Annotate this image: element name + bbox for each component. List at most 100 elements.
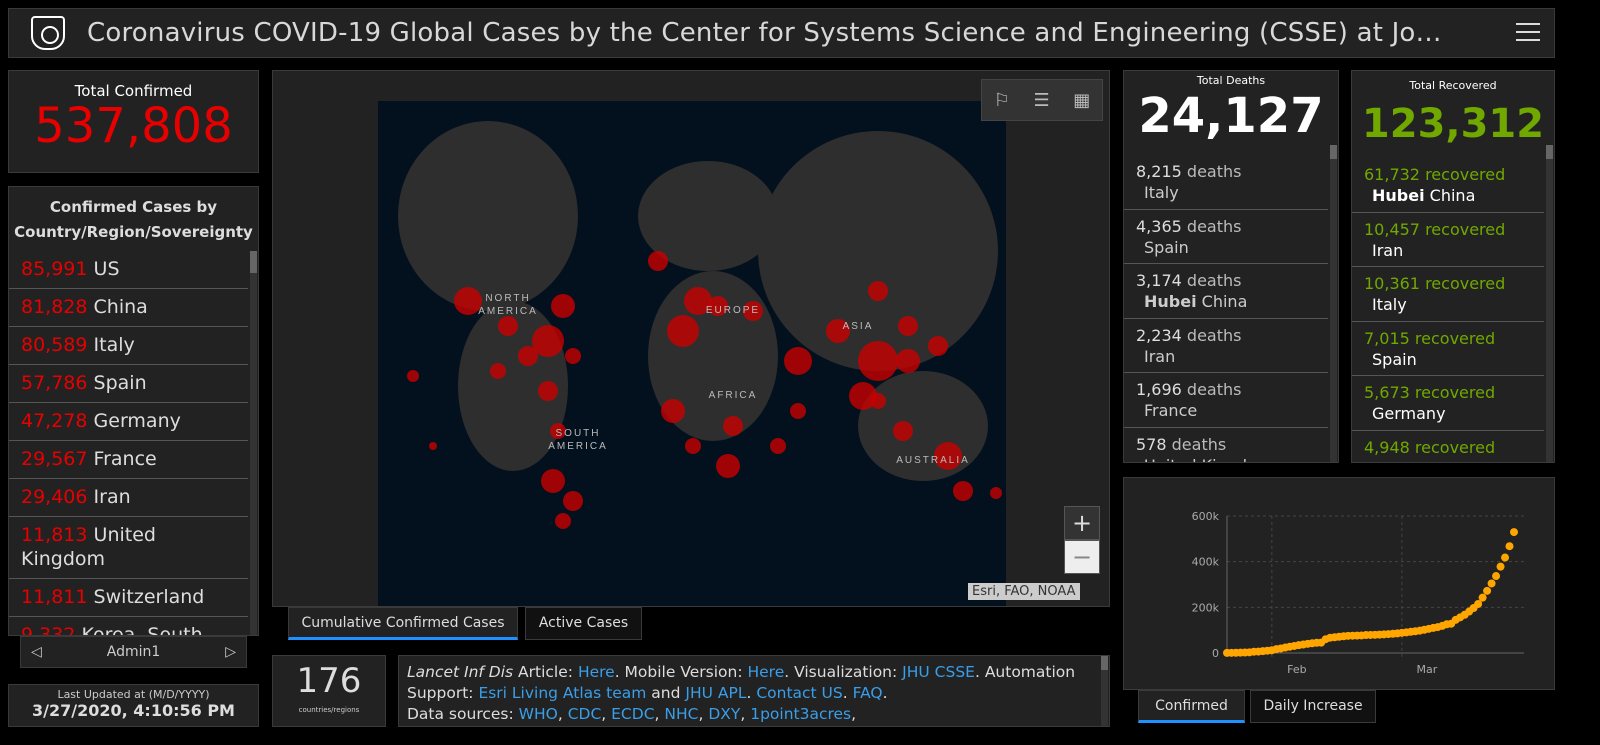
scrollbar[interactable] xyxy=(1546,145,1553,462)
country-row[interactable]: 9,332 Korea, South xyxy=(9,617,248,635)
data-point[interactable] xyxy=(1478,593,1487,602)
info-link[interactable]: CDC xyxy=(567,705,602,723)
case-bubble[interactable] xyxy=(667,315,699,347)
case-bubble[interactable] xyxy=(490,363,506,379)
case-bubble[interactable] xyxy=(723,416,743,436)
case-bubble[interactable] xyxy=(708,296,728,316)
country-row[interactable]: 81,828 China xyxy=(9,289,248,327)
scrollbar[interactable] xyxy=(250,251,257,635)
data-point[interactable] xyxy=(1483,586,1492,595)
case-bubble[interactable] xyxy=(532,325,564,357)
case-bubble[interactable] xyxy=(858,341,898,381)
case-bubble[interactable] xyxy=(407,370,419,382)
hamburger-icon[interactable] xyxy=(1516,21,1540,43)
case-bubble[interactable] xyxy=(454,287,482,315)
deaths-row[interactable]: 8,215 deaths Italy xyxy=(1124,155,1328,210)
recovered-row[interactable]: 61,732 recovered Hubei China xyxy=(1352,158,1544,213)
deaths-row[interactable]: 4,365 deaths Spain xyxy=(1124,210,1328,264)
info-link[interactable]: WHO xyxy=(518,705,558,723)
deaths-row[interactable]: 3,174 deaths Hubei China xyxy=(1124,264,1328,319)
info-link[interactable]: Esri Living Atlas team xyxy=(478,684,647,702)
legend-icon[interactable]: ☰ xyxy=(1033,89,1050,111)
case-bubble[interactable] xyxy=(551,294,575,318)
case-bubble[interactable] xyxy=(953,481,973,501)
case-bubble[interactable] xyxy=(893,421,913,441)
zoom-out-button[interactable]: − xyxy=(1064,540,1100,574)
case-bubble[interactable] xyxy=(716,454,740,478)
bookmark-icon[interactable]: ⚐ xyxy=(993,89,1010,111)
case-bubble[interactable] xyxy=(555,513,571,529)
country-row[interactable]: 29,406 Iran xyxy=(9,479,248,517)
case-bubble[interactable] xyxy=(685,438,701,454)
case-bubble[interactable] xyxy=(868,281,888,301)
data-point[interactable] xyxy=(1487,579,1496,588)
case-bubble[interactable] xyxy=(849,382,877,410)
case-bubble[interactable] xyxy=(770,438,786,454)
info-link[interactable]: 1point3acres xyxy=(750,705,852,723)
case-bubble[interactable] xyxy=(870,393,886,409)
scrollbar[interactable] xyxy=(1101,656,1108,726)
info-link[interactable]: Contact US xyxy=(756,684,843,702)
world-map[interactable]: NORTH AMERICA SOUTH AMERICA EUROPE AFRICA ASIA… xyxy=(378,101,1006,606)
recovered-row[interactable]: 7,015 recovered Spain xyxy=(1352,322,1544,376)
info-link[interactable]: FAQ xyxy=(852,684,883,702)
info-link[interactable]: ECDC xyxy=(611,705,655,723)
case-bubble[interactable] xyxy=(661,399,685,423)
case-bubble[interactable] xyxy=(541,469,565,493)
data-point[interactable] xyxy=(1510,528,1518,537)
case-bubble[interactable] xyxy=(563,491,583,511)
case-bubble[interactable] xyxy=(518,346,538,366)
info-link[interactable]: JHU APL xyxy=(685,684,747,702)
data-point[interactable] xyxy=(1492,572,1501,581)
country-row[interactable]: 57,786 Spain xyxy=(9,365,248,403)
data-point[interactable] xyxy=(1501,553,1510,562)
case-bubble[interactable] xyxy=(896,349,920,373)
case-bubble[interactable] xyxy=(990,487,1002,499)
tab-cumulative-confirmed[interactable]: Cumulative Confirmed Cases xyxy=(288,607,518,640)
prev-arrow-icon[interactable]: ◁ xyxy=(31,644,42,660)
next-arrow-icon[interactable]: ▷ xyxy=(225,644,236,660)
info-link[interactable]: NHC xyxy=(664,705,699,723)
case-bubble[interactable] xyxy=(565,348,581,364)
case-bubble[interactable] xyxy=(648,251,668,271)
info-link[interactable]: JHU CSSE xyxy=(902,663,975,681)
deaths-row[interactable]: 1,696 deaths France xyxy=(1124,373,1328,428)
tab-confirmed[interactable]: Confirmed xyxy=(1138,690,1245,723)
case-bubble[interactable] xyxy=(790,403,806,419)
data-point[interactable] xyxy=(1474,599,1483,608)
zoom-in-button[interactable]: + xyxy=(1064,506,1100,540)
case-bubble[interactable] xyxy=(498,316,518,336)
info-link[interactable]: DXY xyxy=(708,705,741,723)
case-bubble[interactable] xyxy=(934,442,962,470)
info-link[interactable]: Here xyxy=(577,663,615,681)
data-point[interactable] xyxy=(1505,542,1514,551)
scrollbar[interactable] xyxy=(1330,145,1337,462)
recovered-row[interactable]: 10,361 recovered Italy xyxy=(1352,267,1544,322)
country-row[interactable]: 29,567 France xyxy=(9,441,248,479)
tab-active-cases[interactable]: Active Cases xyxy=(525,607,642,640)
recovered-row[interactable]: 4,948 recovered France xyxy=(1352,431,1544,463)
basemap-gallery-icon[interactable]: ▦ xyxy=(1073,89,1091,111)
case-bubble[interactable] xyxy=(684,287,712,315)
case-bubble[interactable] xyxy=(743,301,763,321)
case-bubble[interactable] xyxy=(928,336,948,356)
info-link[interactable]: Here xyxy=(747,663,785,681)
case-bubble[interactable] xyxy=(550,423,566,439)
map-canvas[interactable]: NORTH AMERICA SOUTH AMERICA EUROPE AFRICA ASIA… xyxy=(378,101,1006,606)
tab-daily-increase[interactable]: Daily Increase xyxy=(1250,690,1376,723)
case-bubble[interactable] xyxy=(826,319,850,343)
case-bubble[interactable] xyxy=(538,381,558,401)
recovered-row[interactable]: 5,673 recovered Germany xyxy=(1352,376,1544,431)
country-row[interactable]: 47,278 Germany xyxy=(9,403,248,441)
deaths-row[interactable]: 2,234 deaths Iran xyxy=(1124,319,1328,373)
case-bubble[interactable] xyxy=(429,442,437,450)
recovered-row[interactable]: 10,457 recovered Iran xyxy=(1352,213,1544,267)
data-point[interactable] xyxy=(1496,562,1505,571)
country-row[interactable]: 80,589 Italy xyxy=(9,327,248,365)
country-row[interactable]: 11,811 Switzerland xyxy=(9,579,248,617)
country-row[interactable]: 85,991 US xyxy=(9,251,248,289)
case-bubble[interactable] xyxy=(898,316,918,336)
country-row[interactable]: 11,813 United Kingdom xyxy=(9,517,248,579)
case-bubble[interactable] xyxy=(784,347,812,375)
deaths-row[interactable]: 578 deaths United Kingdom xyxy=(1124,428,1328,463)
